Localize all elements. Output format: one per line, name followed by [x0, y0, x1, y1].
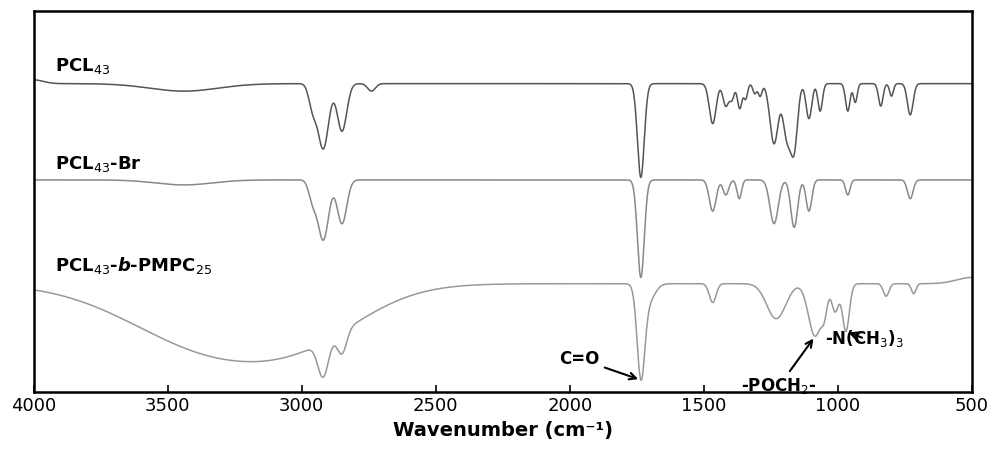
Text: PCL$_{43}$-$\boldsymbol{b}$-PMPC$_{25}$: PCL$_{43}$-$\boldsymbol{b}$-PMPC$_{25}$: [55, 255, 212, 276]
Text: -N(CH$_3$)$_3$: -N(CH$_3$)$_3$: [825, 328, 904, 349]
Text: PCL$_{43}$: PCL$_{43}$: [55, 56, 110, 76]
Text: C=O: C=O: [559, 350, 636, 379]
Text: PCL$_{43}$-Br: PCL$_{43}$-Br: [55, 154, 142, 174]
X-axis label: Wavenumber (cm⁻¹): Wavenumber (cm⁻¹): [393, 421, 613, 440]
Text: -POCH$_2$-: -POCH$_2$-: [741, 341, 817, 396]
